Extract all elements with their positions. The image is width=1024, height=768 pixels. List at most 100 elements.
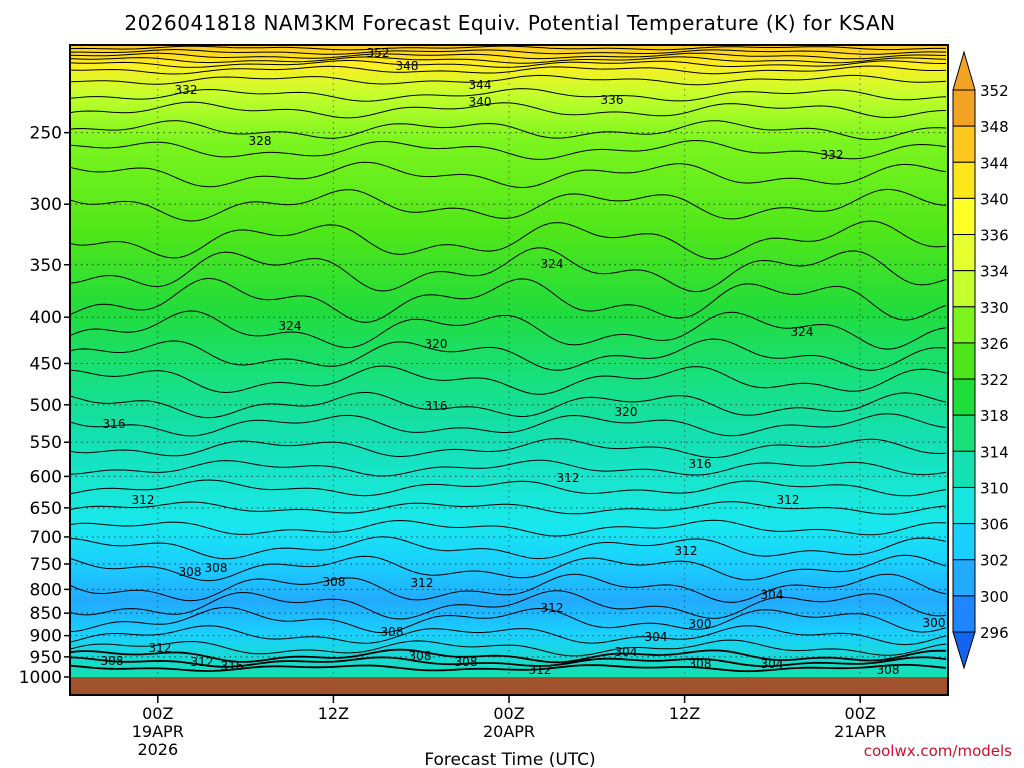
contour-line bbox=[70, 247, 947, 293]
contour-label: 304 bbox=[761, 588, 784, 602]
x-tick-date: 21APR bbox=[834, 722, 886, 741]
contour-label: 316 bbox=[103, 417, 126, 431]
contour-label: 308 bbox=[205, 561, 228, 575]
y-tick-label: 950 bbox=[30, 648, 62, 668]
contour-label: 344 bbox=[469, 78, 492, 92]
contour-line bbox=[70, 220, 947, 260]
contour-label: 312 bbox=[675, 544, 698, 558]
contour-label: 316 bbox=[689, 457, 712, 471]
contour-label: 312 bbox=[132, 493, 155, 507]
contour-line bbox=[70, 479, 947, 497]
contour-line bbox=[70, 310, 947, 350]
contour-label: 332 bbox=[175, 83, 198, 97]
contour-line bbox=[70, 663, 947, 673]
colorbar-swatch bbox=[952, 306, 976, 344]
contour-label: 312 bbox=[541, 601, 564, 615]
contour-line bbox=[70, 391, 947, 419]
contour-line bbox=[70, 49, 947, 55]
contour-line bbox=[70, 338, 947, 371]
colorbar-label: 322 bbox=[980, 371, 1009, 389]
contour-line bbox=[70, 656, 947, 668]
contour-label: 312 bbox=[149, 641, 172, 655]
colorbar-top-arrow bbox=[952, 50, 976, 91]
contour-line bbox=[70, 60, 946, 68]
x-tick-date: 19APR bbox=[132, 722, 184, 741]
contour-line bbox=[70, 65, 947, 75]
x-tick-year: 2026 bbox=[137, 740, 178, 759]
contour-label: 308 bbox=[409, 649, 432, 663]
y-tick-label: 300 bbox=[30, 195, 62, 215]
y-tick-label: 750 bbox=[30, 555, 62, 575]
y-axis: 250 300 350 400 450 500 550 600 650 700 750 800 850 9… bbox=[19, 124, 70, 688]
contour-label: 352 bbox=[367, 46, 390, 60]
credit-link[interactable]: coolwx.com/models bbox=[864, 742, 1012, 760]
colorbar-label: 352 bbox=[980, 82, 1009, 100]
contour-label: 316 bbox=[221, 659, 244, 673]
contour-label: 300 bbox=[923, 616, 946, 630]
contour-line bbox=[70, 161, 947, 189]
colorbar-swatch bbox=[952, 486, 976, 525]
contour-line bbox=[70, 45, 946, 51]
colorbar-label: 336 bbox=[980, 227, 1009, 245]
contour-label: 328 bbox=[249, 134, 272, 148]
contour-line bbox=[70, 606, 947, 634]
contour-label: 348 bbox=[396, 59, 419, 73]
contour-line bbox=[70, 459, 947, 477]
colorbar-swatch bbox=[952, 89, 976, 127]
contour-line bbox=[70, 88, 947, 102]
contour-labels: 352 348 344 340 336 332 328 332 324 324 324 320 320 3… bbox=[101, 46, 946, 677]
x-tick-date: 20APR bbox=[483, 722, 535, 741]
contour-label: 336 bbox=[601, 93, 624, 107]
contour-line bbox=[70, 536, 947, 560]
contour-line bbox=[70, 648, 947, 664]
contour-label: 312 bbox=[557, 471, 580, 485]
y-tick-label: 350 bbox=[30, 256, 62, 276]
colorbar-swatch bbox=[952, 342, 976, 380]
contour-line bbox=[70, 573, 947, 603]
contour-line bbox=[70, 52, 947, 60]
contour-label: 308 bbox=[455, 655, 478, 669]
x-tick-label: 12Z bbox=[669, 704, 700, 723]
y-tick-label: 900 bbox=[30, 627, 62, 647]
contour-label: 304 bbox=[761, 657, 784, 671]
contour-line bbox=[70, 413, 947, 437]
contour-label: 324 bbox=[279, 319, 302, 333]
colorbar-bottom-arrow bbox=[952, 631, 976, 670]
colorbar-label: 334 bbox=[980, 263, 1009, 281]
contour-line bbox=[70, 554, 947, 582]
colorbar-swatch bbox=[952, 523, 976, 561]
contour-label: 312 bbox=[529, 663, 552, 677]
contour-line bbox=[70, 590, 947, 620]
contour-label: 304 bbox=[645, 630, 668, 644]
colorbar-swatch bbox=[952, 125, 976, 163]
chart-title: 2026041818 NAM3KM Forecast Equiv. Potent… bbox=[124, 11, 895, 35]
colorbar-label: 340 bbox=[980, 190, 1009, 208]
contour-line bbox=[70, 519, 947, 537]
y-tick-label: 700 bbox=[30, 528, 62, 548]
contour-lines bbox=[70, 45, 947, 673]
colorbar-swatch bbox=[952, 234, 976, 272]
colorbar-swatch bbox=[952, 161, 976, 199]
colorbar-label: 330 bbox=[980, 299, 1009, 317]
contour-label: 308 bbox=[877, 663, 900, 677]
contour-label: 312 bbox=[777, 493, 800, 507]
colorbar-label: 318 bbox=[980, 407, 1009, 425]
x-tick-label: 00Z bbox=[493, 704, 524, 723]
y-tick-label: 650 bbox=[30, 499, 62, 519]
y-tick-label: 450 bbox=[30, 354, 62, 374]
gridlines bbox=[70, 45, 948, 677]
y-tick-label: 250 bbox=[30, 124, 62, 144]
y-tick-label: 400 bbox=[30, 308, 62, 328]
contour-line bbox=[70, 188, 947, 222]
colorbar-label: 314 bbox=[980, 443, 1009, 461]
colorbar: 352 348 344 340 336 334 330 326 322 318 314 310 306 3… bbox=[952, 50, 1009, 670]
contour-label: 320 bbox=[425, 337, 448, 351]
contour-label: 324 bbox=[791, 325, 814, 339]
contour-label: 300 bbox=[689, 617, 712, 631]
contour-label: 312 bbox=[411, 576, 434, 590]
contour-label: 308 bbox=[179, 565, 202, 579]
contour-line bbox=[70, 625, 947, 646]
colorbar-label: 344 bbox=[980, 154, 1009, 172]
colorbar-swatch bbox=[952, 559, 976, 597]
